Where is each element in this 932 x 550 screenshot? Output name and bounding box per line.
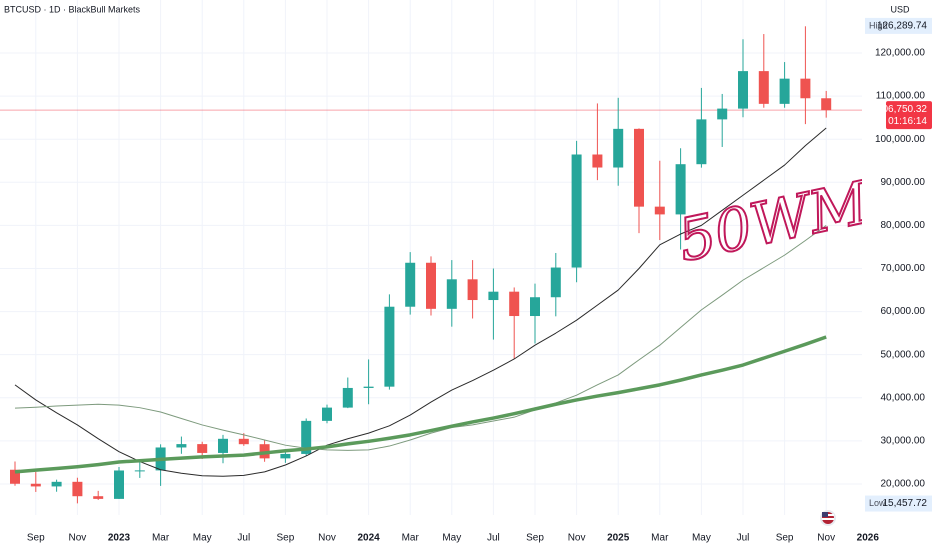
last-price-value: 106,750.32 (877, 104, 927, 115)
candle-body (72, 481, 83, 497)
candle-body (696, 119, 707, 165)
candle-body (634, 128, 644, 207)
x-tick-label: Jul (487, 533, 500, 544)
candle-body (467, 279, 478, 301)
chart-title: BTCUSD · 1D · BlackBull Markets (4, 4, 141, 14)
x-tick-label: May (692, 533, 711, 544)
candle-body (613, 128, 624, 168)
price-marker-value: 126,289.74 (877, 21, 927, 32)
candle-body (571, 154, 582, 268)
x-tick-label: 2023 (108, 533, 131, 544)
x-tick-label: May (193, 533, 212, 544)
candle-body (280, 453, 291, 459)
candle-body (675, 164, 686, 215)
x-tick-label: Nov (568, 533, 586, 544)
candle-body (405, 262, 416, 307)
y-tick-label: 30,000.00 (881, 436, 926, 447)
price-marker-value: 15,457.72 (883, 498, 928, 509)
candle-body (218, 438, 228, 453)
y-tick-label: 110,000.00 (876, 91, 926, 102)
price-axis (862, 0, 932, 550)
candle-body (426, 262, 436, 309)
currency: USD (890, 4, 910, 14)
moving-average-line (14, 127, 827, 477)
candle-body (10, 469, 20, 484)
candle-body (530, 297, 540, 317)
x-tick-label: 2025 (607, 533, 630, 544)
y-tick-label: 100,000.00 (875, 134, 925, 145)
x-tick-label: 2024 (357, 533, 380, 544)
candle-body (446, 279, 457, 309)
price-marker-box (865, 17, 932, 34)
candle-body (717, 108, 728, 120)
y-tick-label: 80,000.00 (881, 220, 926, 231)
x-tick-label: Sep (277, 533, 295, 544)
y-tick-label: 90,000.00 (881, 177, 926, 188)
last-price-box (886, 101, 932, 130)
candle-body (176, 444, 187, 448)
price-marker-label: High (869, 20, 888, 30)
x-tick-label: Nov (69, 533, 87, 544)
x-tick-label: Sep (776, 533, 794, 544)
flag-icon (820, 510, 836, 526)
x-tick-label: Nov (318, 533, 336, 544)
price-marker-box (865, 495, 932, 512)
x-tick-label: Mar (152, 533, 170, 544)
candle-body (509, 291, 520, 317)
candle-body (51, 481, 62, 487)
last-price-countdown: 01:16:14 (888, 116, 927, 127)
x-tick-label: Sep (526, 533, 544, 544)
candle-body (738, 71, 748, 109)
y-tick-label: 50,000.00 (881, 349, 926, 360)
x-tick-label: Sep (27, 533, 45, 544)
x-tick-label: Jul (237, 533, 250, 544)
x-tick-label: May (442, 533, 461, 544)
y-tick-label: 70,000.00 (881, 263, 926, 274)
candle-body (363, 386, 374, 388)
x-tick-label: Mar (402, 533, 420, 544)
x-tick-label: 2026 (857, 533, 880, 544)
moving-average-line (14, 224, 827, 451)
y-tick-label: 20,000.00 (881, 479, 926, 490)
candle-body (821, 98, 832, 111)
x-tick-label: Mar (651, 533, 669, 544)
candle-body (238, 438, 249, 445)
candle-body (592, 154, 603, 168)
y-tick-label: 120,000.00 (875, 48, 925, 59)
x-tick-label: Jul (737, 533, 750, 544)
candle-body (114, 470, 124, 499)
y-tick-label: 40,000.00 (881, 392, 926, 403)
candle-body (301, 420, 312, 454)
candle-body (93, 496, 104, 499)
candle-body (488, 291, 499, 301)
candle-body (758, 71, 769, 104)
candle-body (800, 78, 811, 99)
candle-body (322, 407, 332, 421)
candle-body (384, 306, 395, 387)
candle-body (197, 444, 208, 453)
price-marker-label: Low (869, 498, 886, 508)
candle-body (342, 387, 353, 408)
candle-body (654, 206, 665, 215)
moving-average-line (14, 335, 827, 474)
y-tick-label: 60,000.00 (881, 306, 926, 317)
candle-body (550, 267, 561, 298)
candle-body (134, 470, 145, 472)
candle-body (779, 78, 790, 104)
candle-body (30, 483, 41, 487)
x-tick-label: Nov (817, 533, 835, 544)
